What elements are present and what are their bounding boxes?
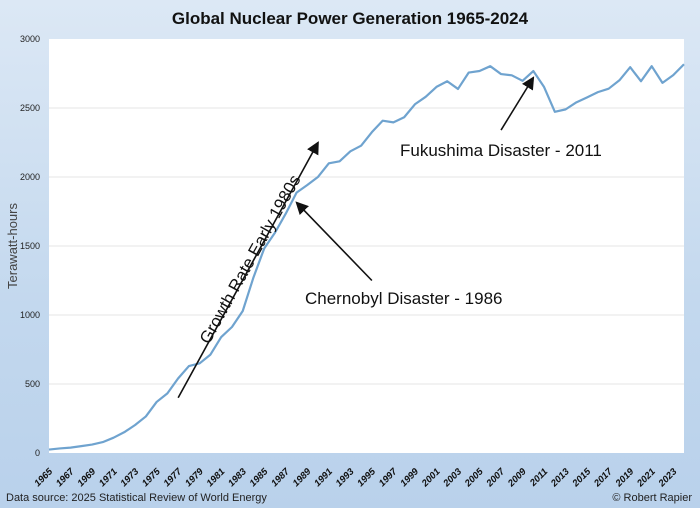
chart-title: Global Nuclear Power Generation 1965-202…	[172, 9, 529, 28]
x-tick-label: 1967	[54, 466, 77, 489]
y-tick-label: 2500	[20, 103, 40, 113]
fukushima-annotation: Fukushima Disaster - 2011	[400, 141, 602, 160]
x-tick-label: 2003	[441, 466, 465, 490]
x-tick-label: 1985	[248, 466, 271, 489]
x-tick-label: 2005	[462, 466, 486, 490]
x-tick-label: 1983	[226, 466, 249, 489]
x-tick-label: 2013	[548, 466, 572, 490]
x-tick-label: 1979	[183, 466, 206, 489]
x-tick-label: 2019	[613, 466, 637, 490]
x-tick-label: 2011	[527, 466, 550, 489]
credit: © Robert Rapier	[612, 492, 692, 504]
x-tick-label: 1973	[118, 466, 141, 489]
x-tick-label: 2015	[570, 466, 594, 490]
x-tick-label: 1965	[32, 466, 55, 489]
x-tick-label: 2023	[656, 466, 680, 490]
x-tick-label: 2007	[484, 466, 508, 490]
y-tick-label: 3000	[20, 34, 40, 44]
x-tick-label: 1975	[140, 466, 163, 489]
chernobyl-arrow	[295, 201, 373, 282]
x-tick-label: 1989	[291, 466, 314, 489]
x-tick-label: 1977	[162, 466, 185, 489]
x-tick-label: 1969	[75, 466, 98, 489]
x-tick-label: 1971	[97, 466, 120, 489]
x-tick-label: 1997	[377, 466, 400, 489]
x-tick-label: 1991	[312, 466, 335, 489]
y-tick-label: 2000	[20, 172, 40, 182]
x-tick-label: 2009	[505, 466, 529, 490]
x-tick-label: 1981	[205, 466, 228, 489]
y-axis-label: Terawatt-hours	[5, 203, 20, 289]
y-tick-label: 0	[35, 448, 40, 458]
series-line	[48, 63, 685, 451]
y-tick-label: 1500	[20, 241, 40, 251]
growth-rate-arrow	[177, 141, 319, 399]
data-source: Data source: 2025 Statistical Review of …	[6, 492, 267, 504]
x-tick-label: 1987	[269, 466, 292, 489]
y-tick-label: 500	[25, 379, 40, 389]
x-tick-label: 1995	[355, 466, 378, 489]
x-tick-label: 1993	[334, 466, 357, 489]
fukushima-arrow	[500, 76, 535, 131]
y-tick-label: 1000	[20, 310, 40, 320]
x-tick-label: 2017	[591, 466, 615, 490]
x-tick-label: 1999	[398, 466, 421, 489]
x-tick-label: 2021	[634, 466, 657, 489]
chernobyl-annotation: Chernobyl Disaster - 1986	[305, 289, 502, 308]
x-tick-label: 2001	[419, 466, 442, 489]
